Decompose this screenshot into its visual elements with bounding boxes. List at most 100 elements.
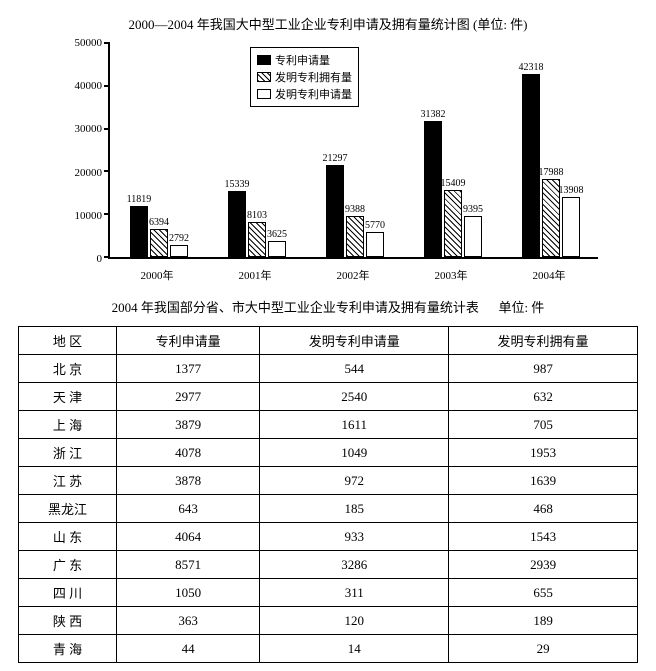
table-row: 上 海38791611705: [19, 411, 638, 439]
table-cell: 972: [260, 467, 449, 495]
chart-legend: 专利申请量发明专利拥有量发明专利申请量: [250, 47, 359, 107]
bar: 13908: [562, 197, 580, 257]
table-cell: 29: [449, 635, 638, 663]
x-tick-label: 2001年: [206, 263, 304, 283]
table-cell: 1377: [116, 355, 259, 383]
y-tick-label: 40000: [75, 80, 103, 92]
bar-group: 1181963942792: [130, 206, 188, 257]
bar-value-label: 31382: [421, 109, 446, 120]
table-row: 四 川1050311655: [19, 579, 638, 607]
bar-value-label: 9395: [463, 204, 483, 215]
table-cell: 8571: [116, 551, 259, 579]
table-row: 江 苏38789721639: [19, 467, 638, 495]
bar-value-label: 21297: [323, 153, 348, 164]
table-cell: 4078: [116, 439, 259, 467]
bar: 11819: [130, 206, 148, 257]
bar-value-label: 42318: [519, 62, 544, 73]
legend-item: 发明专利拥有量: [257, 69, 352, 85]
table-cell: 468: [449, 495, 638, 523]
table-cell: 189: [449, 607, 638, 635]
y-tick-label: 50000: [75, 37, 103, 49]
table-cell: 山 东: [19, 523, 117, 551]
bar: 8103: [248, 222, 266, 257]
table-cell: 1050: [116, 579, 259, 607]
table-cell: 363: [116, 607, 259, 635]
table-cell: 黑龙江: [19, 495, 117, 523]
table-cell: 4064: [116, 523, 259, 551]
table-cell: 1611: [260, 411, 449, 439]
table-cell: 44: [116, 635, 259, 663]
bar-value-label: 8103: [247, 210, 267, 221]
bar: 3625: [268, 241, 286, 257]
table-cell: 青 海: [19, 635, 117, 663]
table-cell: 天 津: [19, 383, 117, 411]
x-tick-label: 2002年: [304, 263, 402, 283]
bar: 9388: [346, 216, 364, 257]
legend-label: 专利申请量: [275, 52, 330, 68]
bar: 15409: [444, 190, 462, 257]
table-title-text: 2004 年我国部分省、市大中型工业企业专利申请及拥有量统计表: [112, 300, 479, 315]
y-axis: 01000020000300004000050000: [48, 43, 108, 259]
bar: 21297: [326, 165, 344, 257]
table-header-cell: 发明专利申请量: [260, 327, 449, 355]
bar-value-label: 2792: [169, 233, 189, 244]
table-row: 山 东40649331543: [19, 523, 638, 551]
bar-value-label: 15409: [441, 178, 466, 189]
bar: 2792: [170, 245, 188, 257]
data-table: 地 区专利申请量发明专利申请量发明专利拥有量 北 京1377544987天 津2…: [18, 326, 638, 663]
table-title: 2004 年我国部分省、市大中型工业企业专利申请及拥有量统计表 单位: 件: [8, 297, 648, 316]
bar: 9395: [464, 216, 482, 257]
table-row: 浙 江407810491953: [19, 439, 638, 467]
table-cell: 3879: [116, 411, 259, 439]
bar-value-label: 5770: [365, 220, 385, 231]
table-cell: 987: [449, 355, 638, 383]
table-cell: 933: [260, 523, 449, 551]
table-row: 天 津29772540632: [19, 383, 638, 411]
bar-value-label: 17988: [539, 167, 564, 178]
table-cell: 3286: [260, 551, 449, 579]
bar: 15339: [228, 191, 246, 257]
x-tick-label: 2003年: [402, 263, 500, 283]
bar-value-label: 3625: [267, 229, 287, 240]
table-row: 北 京1377544987: [19, 355, 638, 383]
table-cell: 544: [260, 355, 449, 383]
table-cell: 北 京: [19, 355, 117, 383]
bar-chart: 01000020000300004000050000 专利申请量发明专利拥有量发…: [48, 43, 608, 283]
legend-label: 发明专利拥有量: [275, 69, 352, 85]
legend-swatch: [257, 89, 271, 99]
table-header-cell: 专利申请量: [116, 327, 259, 355]
table-cell: 1639: [449, 467, 638, 495]
table-cell: 655: [449, 579, 638, 607]
table-cell: 浙 江: [19, 439, 117, 467]
bar-group: 2129793885770: [326, 165, 384, 257]
table-unit: 单位: 件: [498, 300, 544, 315]
table-cell: 14: [260, 635, 449, 663]
table-cell: 1049: [260, 439, 449, 467]
bar: 17988: [542, 179, 560, 257]
table-cell: 120: [260, 607, 449, 635]
y-tick-label: 20000: [75, 167, 103, 179]
table-row: 陕 西363120189: [19, 607, 638, 635]
table-cell: 705: [449, 411, 638, 439]
bar-group: 1533981033625: [228, 191, 286, 257]
legend-swatch: [257, 72, 271, 82]
y-tick-label: 0: [97, 253, 103, 265]
x-tick-label: 2004年: [500, 263, 598, 283]
table-cell: 632: [449, 383, 638, 411]
table-cell: 四 川: [19, 579, 117, 607]
table-cell: 1953: [449, 439, 638, 467]
bar-value-label: 13908: [559, 185, 584, 196]
table-cell: 3878: [116, 467, 259, 495]
x-axis-labels: 2000年2001年2002年2003年2004年: [108, 263, 598, 283]
bar: 31382: [424, 121, 442, 257]
bar: 5770: [366, 232, 384, 257]
table-row: 青 海441429: [19, 635, 638, 663]
table-row: 黑龙江643185468: [19, 495, 638, 523]
table-header-cell: 地 区: [19, 327, 117, 355]
table-cell: 311: [260, 579, 449, 607]
bar-value-label: 11819: [127, 194, 152, 205]
table-cell: 2939: [449, 551, 638, 579]
table-cell: 643: [116, 495, 259, 523]
legend-item: 发明专利申请量: [257, 86, 352, 102]
table-row: 广 东857132862939: [19, 551, 638, 579]
